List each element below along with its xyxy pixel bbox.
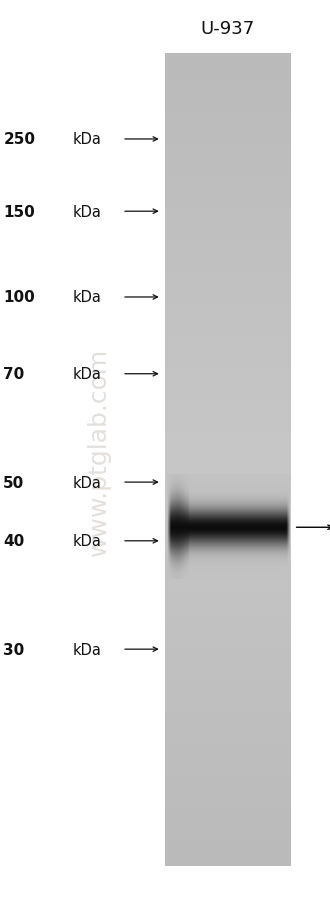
Text: 30: 30 bbox=[3, 642, 24, 657]
Text: U-937: U-937 bbox=[201, 20, 255, 38]
Text: kDa: kDa bbox=[73, 205, 102, 219]
Text: kDa: kDa bbox=[73, 290, 102, 305]
Text: 100: 100 bbox=[3, 290, 35, 305]
Text: 70: 70 bbox=[3, 367, 24, 382]
Text: kDa: kDa bbox=[73, 534, 102, 548]
Text: kDa: kDa bbox=[73, 475, 102, 490]
Text: 150: 150 bbox=[3, 205, 35, 219]
Text: kDa: kDa bbox=[73, 367, 102, 382]
Text: 40: 40 bbox=[3, 534, 24, 548]
Text: kDa: kDa bbox=[73, 642, 102, 657]
Text: www.ptglab.com: www.ptglab.com bbox=[87, 347, 111, 555]
Text: 50: 50 bbox=[3, 475, 24, 490]
Text: 250: 250 bbox=[3, 133, 35, 147]
Text: kDa: kDa bbox=[73, 133, 102, 147]
Bar bbox=[165, 54, 290, 866]
